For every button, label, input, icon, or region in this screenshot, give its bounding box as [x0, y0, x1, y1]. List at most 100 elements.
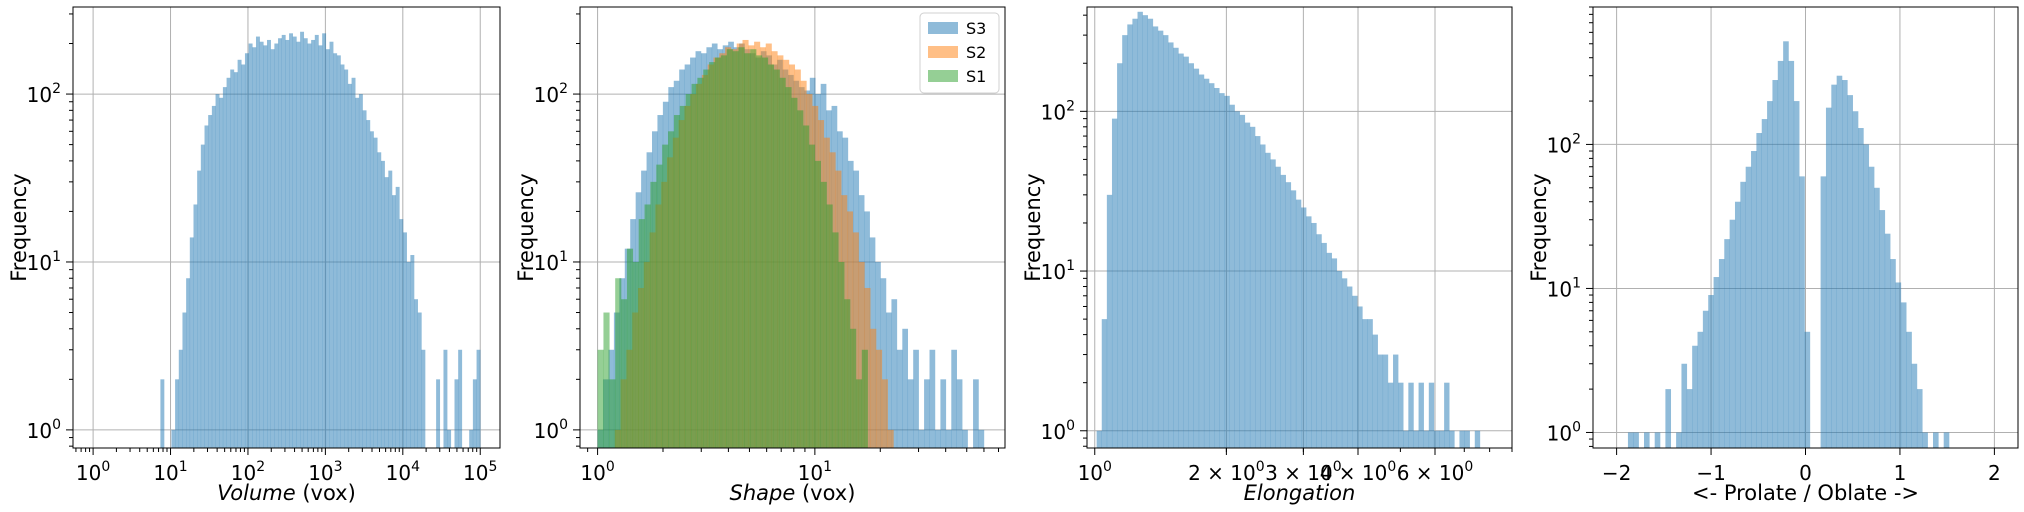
histogram-bar	[1203, 78, 1210, 449]
histogram-bar	[1799, 176, 1805, 448]
histogram-bar	[1137, 11, 1143, 448]
histogram-bar	[1895, 282, 1902, 448]
histogram-bar	[292, 36, 297, 448]
histogram-bar	[1214, 87, 1220, 448]
histogram-bar	[182, 312, 187, 448]
histogram-bar	[1788, 60, 1795, 448]
histogram-bar	[1756, 133, 1762, 448]
histogram-bar	[1767, 101, 1773, 448]
histogram-bar	[1382, 354, 1389, 448]
histogram-bar	[1724, 239, 1730, 448]
histogram-bar	[951, 349, 957, 448]
histogram-bar	[219, 97, 224, 448]
y-tick-label: 100	[27, 417, 61, 443]
series-histogram-1	[160, 31, 481, 449]
histogram-bar	[1751, 151, 1757, 449]
histogram-bar	[1633, 432, 1639, 448]
x-tick-label: 101	[153, 459, 187, 485]
histogram-bar	[333, 53, 338, 448]
histogram-bar	[603, 312, 610, 448]
histogram-bar	[803, 125, 810, 448]
histogram-bar	[1708, 295, 1714, 448]
histogram-bar	[208, 115, 213, 449]
histogram-bar	[1152, 26, 1159, 449]
histogram-bar	[351, 77, 356, 448]
histogram-bar	[226, 77, 231, 448]
histogram-bar	[1111, 118, 1118, 448]
histogram-bar	[1863, 144, 1870, 448]
histogram-bar	[1627, 432, 1634, 448]
histogram-bar	[1127, 24, 1133, 449]
series-s1	[597, 47, 868, 449]
histogram-bar	[773, 69, 780, 448]
histogram-bar	[1301, 207, 1307, 448]
histogram-bar	[978, 429, 985, 448]
histogram-bar	[891, 299, 898, 448]
histogram-bar	[885, 312, 892, 448]
histogram-bar	[388, 170, 393, 448]
histogram-bar	[679, 105, 686, 448]
histogram-bar	[814, 160, 821, 449]
histogram-bar	[1249, 126, 1256, 448]
histogram-bar	[1122, 35, 1128, 448]
histogram-bar	[1459, 430, 1465, 448]
histogram-bar	[720, 55, 728, 448]
histogram-bar	[469, 429, 474, 448]
histogram-bar	[458, 349, 463, 448]
histogram-bar	[1326, 252, 1332, 448]
histogram-bar	[296, 41, 301, 449]
histogram-bar	[797, 110, 804, 448]
histogram-bar	[211, 105, 216, 448]
histogram-bar	[1772, 80, 1779, 448]
x-tick-label: 2	[1988, 461, 2001, 485]
histogram-bar	[644, 204, 651, 448]
y-tick-label: 100	[1547, 419, 1581, 445]
histogram-bar	[421, 349, 426, 448]
y-axis-label: Frequency	[1527, 173, 1551, 282]
histogram-bar	[1398, 382, 1404, 448]
histogram-bar	[311, 39, 316, 448]
histogram-bar	[1229, 104, 1235, 448]
histogram-bar	[738, 47, 745, 449]
histogram-bar	[1260, 144, 1266, 448]
histogram-bar	[1423, 430, 1430, 448]
histogram-bar	[626, 248, 634, 448]
y-tick-label: 100	[534, 417, 568, 443]
histogram-bar	[1692, 345, 1698, 448]
histogram-bar	[1352, 295, 1358, 448]
x-tick-label: 6 × 100	[1397, 459, 1474, 485]
histogram-bar	[1163, 35, 1169, 448]
histogram-bar	[1906, 331, 1912, 448]
legend-swatch-s1	[928, 70, 958, 82]
histogram-bar	[1858, 128, 1864, 448]
histogram-bar	[263, 45, 268, 449]
histogram-bar	[281, 34, 286, 448]
histogram-bar	[1316, 234, 1322, 448]
histogram-bar	[1842, 80, 1848, 448]
histogram-bar	[406, 261, 411, 448]
histogram-bar	[347, 83, 352, 448]
axes-frame	[1086, 6, 1513, 449]
histogram-bar	[1820, 176, 1827, 448]
histogram-bar	[1331, 258, 1338, 448]
histogram-bar	[750, 49, 757, 449]
histogram-bar	[945, 429, 952, 448]
histogram-bar	[1403, 430, 1409, 448]
y-tick-label: 101	[1547, 275, 1581, 301]
histogram-bar	[307, 43, 312, 449]
histogram-bar	[1444, 382, 1450, 448]
histogram-bar	[1879, 210, 1886, 448]
histogram-bar	[336, 55, 341, 448]
histogram-bar	[918, 429, 925, 448]
histogram-bar	[1234, 111, 1240, 448]
y-tick-label: 101	[27, 249, 61, 275]
histogram-bar	[414, 299, 418, 448]
histogram-bar	[1198, 74, 1205, 448]
histogram-bar	[355, 97, 360, 448]
histogram-bar	[1321, 242, 1327, 448]
series-histogram-3	[1096, 11, 1481, 449]
histogram-bar	[1911, 363, 1918, 448]
histogram-bar	[1783, 41, 1789, 448]
histogram-bar	[887, 429, 894, 448]
